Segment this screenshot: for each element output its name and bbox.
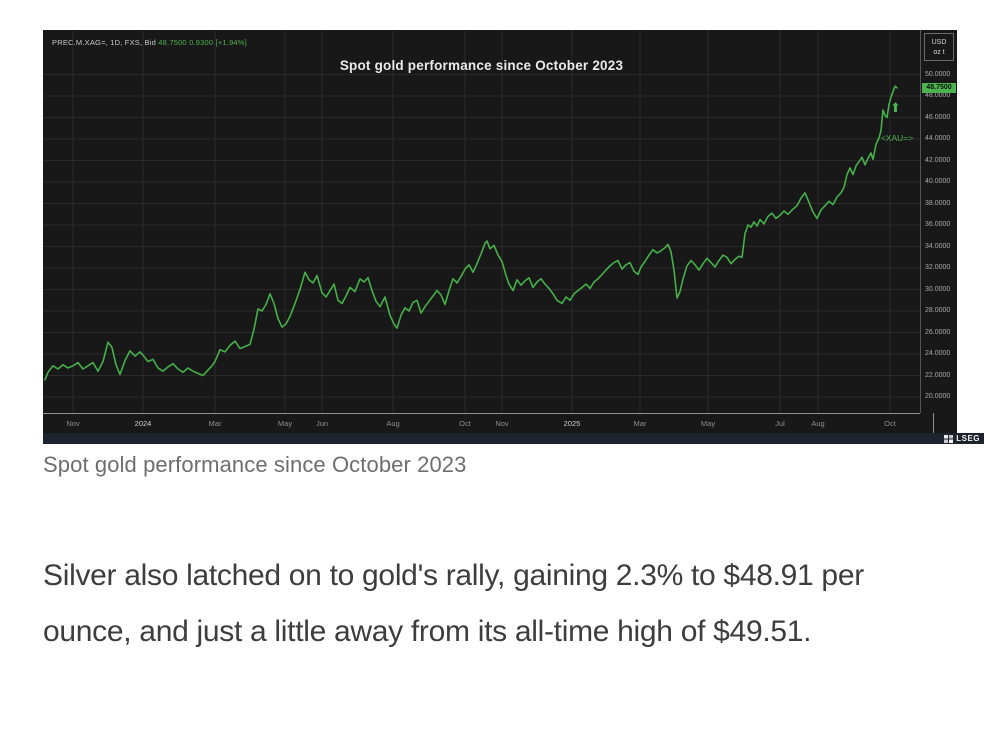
ticker-instrument: PREC.M.XAG=, 1D, FXS, Bid [52, 38, 156, 47]
ticker-last-price: 48.7500 [158, 38, 187, 47]
price-axis-label: 24.0000 [925, 350, 951, 357]
price-axis-label: 50.0000 [925, 71, 951, 78]
time-axis-label: Aug [386, 419, 400, 428]
price-axis-label: 42.0000 [925, 157, 951, 164]
up-arrow-icon: ⬆ [890, 100, 901, 115]
ticker-percent-change: [+1.94%] [215, 38, 247, 47]
price-axis-label: 20.0000 [925, 393, 951, 400]
lseg-logo-icon [944, 434, 954, 443]
time-axis-label: Nov [495, 419, 509, 428]
price-axis-label: 38.0000 [925, 200, 951, 207]
price-chart-panel: PREC.M.XAG=, 1D, FXS, Bid 48.7500 0.9300… [43, 30, 957, 433]
attribution-bar: LSEG [43, 433, 984, 444]
axis-unit-box: USD oz t [924, 33, 954, 61]
time-axis-end-tick [933, 413, 934, 433]
price-chart-plot [43, 30, 920, 413]
time-axis-label: Mar [633, 419, 647, 428]
time-axis-label: May [277, 419, 293, 428]
time-axis-label: Mar [208, 419, 222, 428]
price-axis-label: 26.0000 [925, 329, 951, 336]
price-axis-label: 22.0000 [925, 372, 951, 379]
chart-caption: Spot gold performance since October 2023 [43, 452, 467, 477]
time-axis-label: Nov [66, 419, 80, 428]
chart-title: Spot gold performance since October 2023 [339, 58, 624, 73]
time-axis-label: Oct [884, 419, 896, 428]
article-paragraph: Silver also latched on to gold's rally, … [43, 559, 864, 648]
attribution-label: LSEG [956, 434, 980, 443]
price-axis-strip: USD oz t 20.0000 22.0000 24.0000 26.0000 28.… [920, 30, 957, 413]
time-axis-label: May [700, 419, 716, 428]
ticker-change: 0.9300 [189, 38, 214, 47]
price-axis-label: 32.0000 [925, 264, 951, 271]
axis-unit-measure: oz t [933, 48, 945, 56]
time-axis: Nov 2024 Mar May Jun Aug Oct Nov 2025 Mar May Jul Au… [43, 413, 920, 433]
time-axis-label: 2025 [563, 419, 581, 428]
price-axis-label: 40.0000 [925, 178, 951, 185]
price-axis-label: 44.0000 [925, 135, 951, 142]
time-axis-label: 2024 [134, 419, 152, 428]
axis-unit-currency: USD [931, 38, 947, 46]
time-axis-label: Jul [775, 419, 785, 428]
time-axis-label: Jun [315, 419, 329, 428]
price-axis-label: 36.0000 [925, 221, 951, 228]
price-axis-label: 30.0000 [925, 286, 951, 293]
instrument-annotation: <XAU=> [880, 133, 914, 143]
ticker-line: PREC.M.XAG=, 1D, FXS, Bid 48.7500 0.9300… [52, 38, 247, 47]
time-axis-label: Aug [811, 419, 825, 428]
price-axis-label: 46.0000 [925, 114, 951, 121]
time-axis-label: Oct [459, 419, 471, 428]
price-axis-label: 34.0000 [925, 243, 951, 250]
price-axis-label: 28.0000 [925, 307, 951, 314]
last-price-marker: 48.7500 [922, 83, 956, 93]
price-axis-label: 48.0000 [925, 92, 951, 99]
